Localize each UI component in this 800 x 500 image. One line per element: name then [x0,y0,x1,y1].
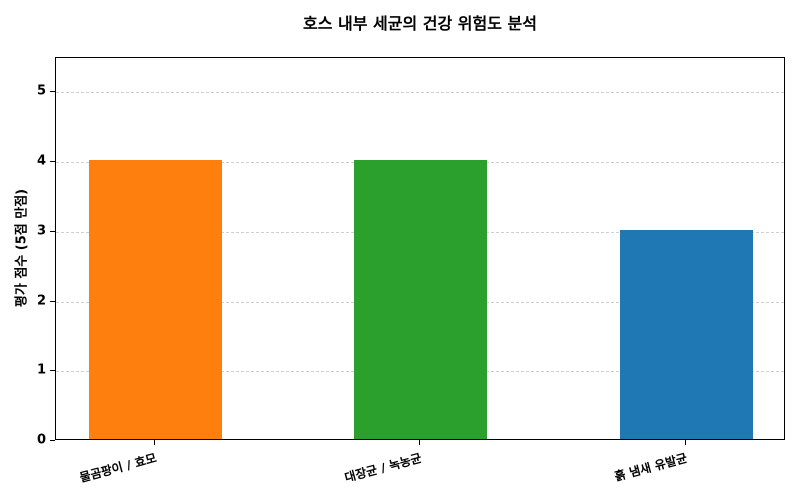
y-tick-label: 4 [36,153,46,169]
y-tick-label: 1 [36,362,46,378]
y-tick-mark [50,91,55,92]
y-tick-mark [50,370,55,371]
y-tick-label: 5 [36,83,46,99]
y-tick-label: 2 [36,293,46,309]
y-tick-mark [50,301,55,302]
chart-title: 호스 내부 세균의 건강 위험도 분석 [303,14,537,33]
x-tick-mark [419,440,420,445]
bar-ecoli-pseudomonas [354,160,487,439]
gridline [56,92,784,93]
y-tick-label: 3 [36,223,46,239]
x-tick-mark [685,440,686,445]
y-tick-mark [50,161,55,162]
x-tick-label: 대장균 / 녹농균 [343,450,424,485]
x-tick-label: 물곰팡이 / 효모 [78,450,159,485]
y-tick-label: 0 [36,432,46,448]
y-axis-label: 평가 점수 (5점 만점) [14,188,30,308]
bar-earthy-odor-bacteria [620,230,753,439]
plot-area [55,57,785,440]
y-tick-mark [50,440,55,441]
x-tick-label: 흙 냄새 유발균 [613,450,690,484]
x-tick-mark [154,440,155,445]
y-tick-mark [50,231,55,232]
bar-mold-yeast [89,160,222,439]
